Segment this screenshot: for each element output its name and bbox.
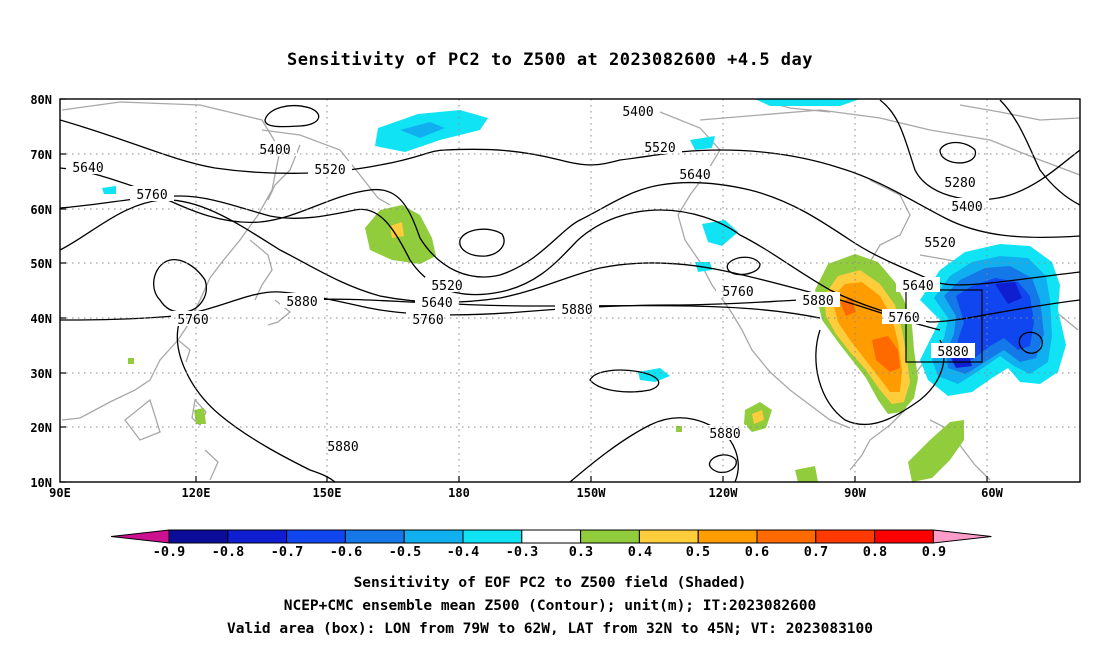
contour-label: 5280 <box>944 176 975 191</box>
contour-label: 5640 <box>902 279 933 294</box>
caption-shaded: Sensitivity of EOF PC2 to Z500 field (Sh… <box>353 575 747 591</box>
contour-label: 5520 <box>644 141 675 156</box>
contour-labels: 5400 5400 5520 5520 5640 5640 5760 5760 … <box>66 103 989 455</box>
colorbar-cells <box>110 529 992 544</box>
colorbar-label: -0.5 <box>389 544 422 560</box>
lat-label: 40N <box>30 312 52 326</box>
colorbar-cell <box>756 529 817 544</box>
colorbar-cell <box>344 529 405 544</box>
colorbar-cell <box>227 529 288 544</box>
lon-label: 180 <box>448 486 470 500</box>
contour-label: 5880 <box>709 427 740 442</box>
colorbar-label: -0.3 <box>506 544 539 560</box>
colorbar-labels: -0.9 -0.8 -0.7 -0.6 -0.5 -0.4 -0.3 0.3 0… <box>153 544 946 560</box>
lat-label: 80N <box>30 93 52 107</box>
contour-label: 5400 <box>951 200 982 215</box>
colorbar-label: 0.3 <box>569 544 593 560</box>
contour-label: 5400 <box>259 143 290 158</box>
colorbar-arrow-high <box>932 529 992 544</box>
colorbar-label: -0.8 <box>212 544 245 560</box>
colorbar-cell <box>168 529 229 544</box>
lon-label: 90W <box>844 486 866 500</box>
contour-label: 5880 <box>937 345 968 360</box>
colorbar-label: 0.9 <box>922 544 946 560</box>
colorbar-cell <box>286 529 346 544</box>
shaded-sensitivity <box>102 99 1066 482</box>
lat-label: 50N <box>30 257 52 271</box>
contour-label: 5400 <box>622 105 653 120</box>
contour-label: 5880 <box>286 295 317 310</box>
lon-label: 60W <box>981 486 1003 500</box>
lon-label: 150W <box>577 486 607 500</box>
colorbar-label: -0.6 <box>330 544 363 560</box>
latitude-labels: 80N 70N 60N 50N 40N 30N 20N 10N <box>30 93 52 490</box>
colorbar-cell <box>521 529 582 544</box>
colorbar-label: -0.4 <box>447 544 480 560</box>
colorbar-cell <box>462 529 523 544</box>
lon-label: 90E <box>49 486 71 500</box>
colorbar-cell <box>697 529 758 544</box>
colorbar-label: 0.5 <box>686 544 710 560</box>
contour-label: 5640 <box>679 168 710 183</box>
colorbar: -0.9 -0.8 -0.7 -0.6 -0.5 -0.4 -0.3 0.3 0… <box>110 529 992 560</box>
colorbar-label: -0.7 <box>271 544 304 560</box>
lon-label: 120E <box>182 486 211 500</box>
gridlines <box>60 99 1080 482</box>
contour-label: 5760 <box>136 188 167 203</box>
z500-contours <box>60 99 1080 482</box>
caption-contour: NCEP+CMC ensemble mean Z500 (Contour); u… <box>283 598 817 614</box>
contour-label: 5760 <box>722 285 753 300</box>
colorbar-arrow-low <box>110 529 170 544</box>
colorbar-label: -0.9 <box>153 544 186 560</box>
contour-label: 5880 <box>802 294 833 309</box>
colorbar-label: 0.4 <box>628 544 652 560</box>
contour-label: 5520 <box>314 163 345 178</box>
contour-label: 5640 <box>72 161 103 176</box>
lat-label: 30N <box>30 367 52 381</box>
valid-area-box <box>905 289 983 363</box>
contour-label: 5520 <box>924 236 955 251</box>
axis-ticks <box>60 98 988 483</box>
colorbar-cell <box>403 529 464 544</box>
colorbar-cell <box>638 529 699 544</box>
colorbar-label: 0.6 <box>745 544 769 560</box>
colorbar-label: 0.8 <box>863 544 887 560</box>
colorbar-label: 0.7 <box>804 544 828 560</box>
caption-valid-area: Valid area (box): LON from 79W to 62W, L… <box>226 621 873 637</box>
contour-label: 5760 <box>177 313 208 328</box>
page-title: Sensitivity of PC2 to Z500 at 2023082600… <box>286 50 813 70</box>
map-frame <box>59 98 1081 483</box>
contour-label: 5880 <box>561 303 592 318</box>
colorbar-cell <box>580 529 640 544</box>
contour-label: 5760 <box>888 311 919 326</box>
lon-label: 150E <box>313 486 342 500</box>
colorbar-cell <box>874 529 934 544</box>
lat-label: 20N <box>30 421 52 435</box>
contour-label: 5760 <box>412 313 443 328</box>
contour-label: 5640 <box>421 296 452 311</box>
longitude-labels: 90E 120E 150E 180 150W 120W 90W 60W <box>49 486 1003 500</box>
lat-label: 70N <box>30 148 52 162</box>
caption-block: Sensitivity of EOF PC2 to Z500 field (Sh… <box>0 572 1100 641</box>
contour-label: 5520 <box>431 279 462 294</box>
contour-label: 5880 <box>327 440 358 455</box>
lat-label: 10N <box>30 476 52 490</box>
lon-label: 120W <box>709 486 739 500</box>
colorbar-cell <box>815 529 876 544</box>
lat-label: 60N <box>30 203 52 217</box>
